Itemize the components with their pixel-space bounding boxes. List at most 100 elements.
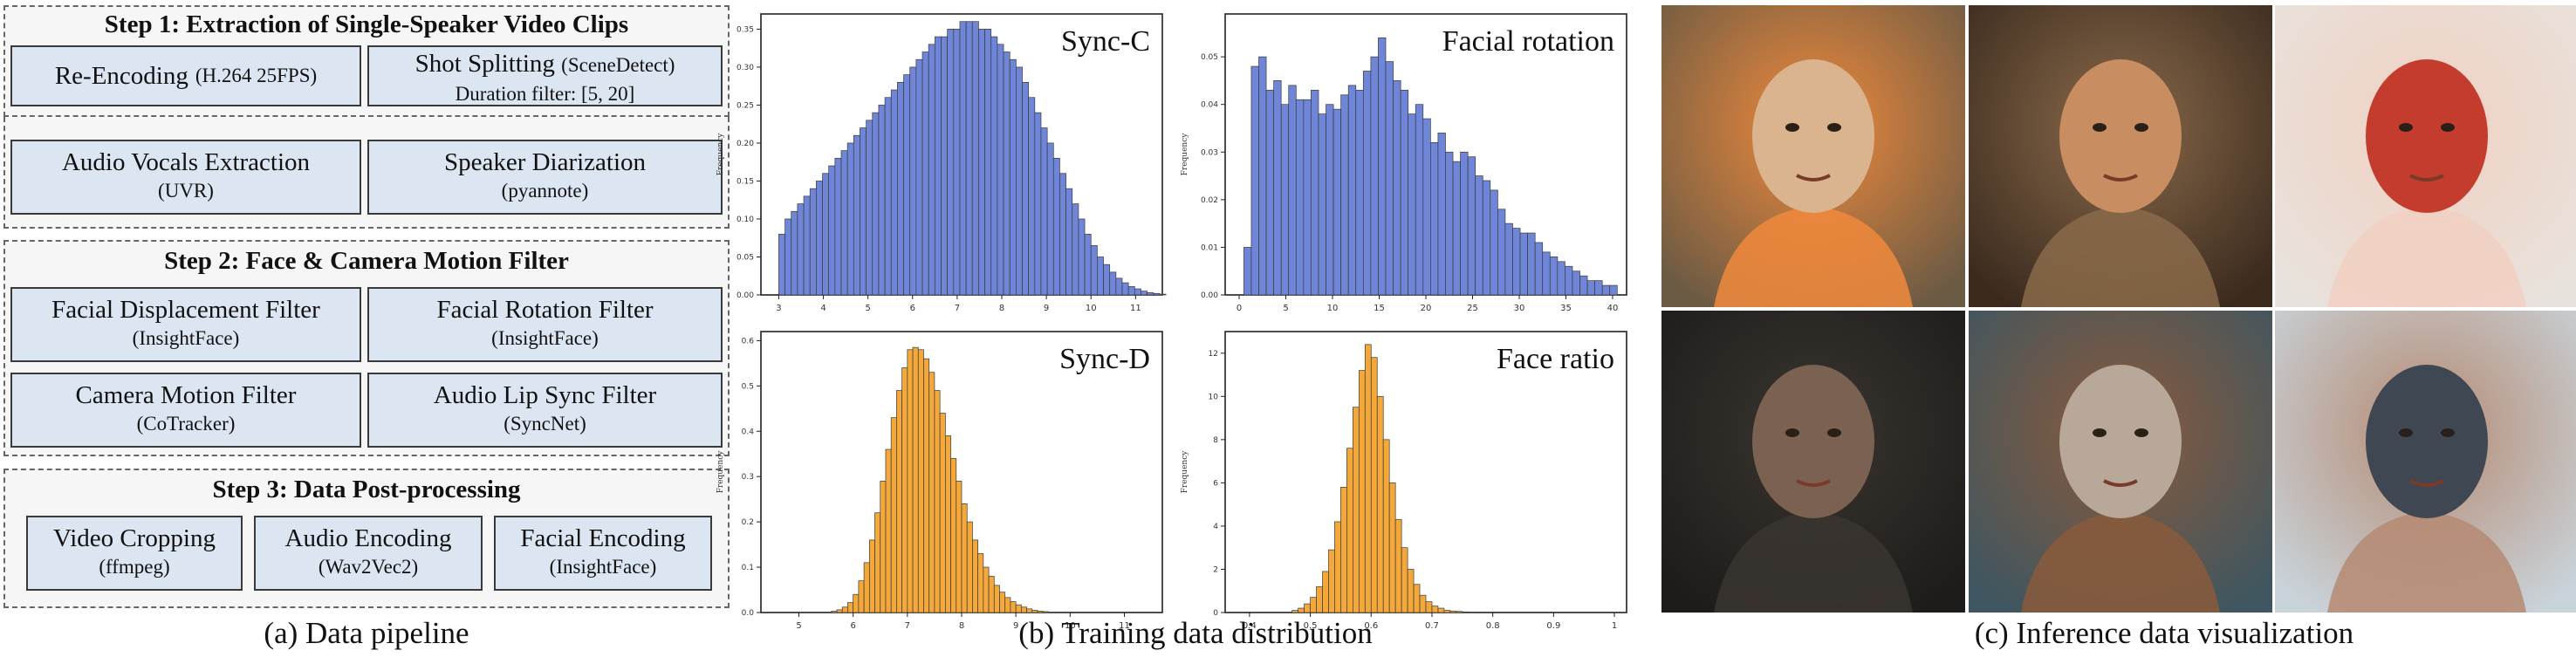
box-main: Video Cropping xyxy=(53,524,216,552)
histogram-bar xyxy=(840,150,848,296)
y-tick-label: 0.1 xyxy=(742,564,754,572)
histogram-bar xyxy=(1084,234,1092,296)
x-tick-label: 6 xyxy=(910,304,915,313)
histogram-bar xyxy=(1078,218,1086,296)
histogram-bar xyxy=(1467,156,1476,296)
histogram-bar xyxy=(1452,161,1461,296)
y-tick-label: 2 xyxy=(1213,565,1218,574)
histogram-bar xyxy=(880,481,887,613)
histogram-bar xyxy=(1273,80,1282,296)
box-sub: (H.264 25FPS) xyxy=(195,65,318,86)
histogram-bar xyxy=(1542,251,1551,296)
histogram-bar xyxy=(1322,571,1329,613)
y-axis-label: Frequency xyxy=(1181,450,1189,494)
y-tick-label: 0.05 xyxy=(1201,53,1218,62)
y-tick-label: 0.04 xyxy=(1201,101,1218,110)
plot-frame xyxy=(760,13,1163,296)
histogram-bar xyxy=(1340,94,1349,296)
histogram-bar xyxy=(961,503,968,613)
histogram-bar xyxy=(909,66,917,296)
histogram-bar xyxy=(1419,594,1427,613)
histogram-bar xyxy=(956,481,963,613)
histogram-bar xyxy=(1353,407,1360,613)
histogram-bar xyxy=(1594,280,1603,296)
dark-haired-woman-photo xyxy=(1661,311,1965,613)
histogram-bar xyxy=(1549,256,1559,296)
histogram-bar xyxy=(983,566,990,613)
histogram-bar xyxy=(1362,71,1372,296)
histogram-bar xyxy=(941,36,948,296)
histogram-bar xyxy=(1028,97,1036,296)
histogram-bar xyxy=(1422,118,1431,296)
histogram-bar xyxy=(939,413,946,613)
box-main: Facial Rotation Filter xyxy=(436,296,654,324)
histogram-bar xyxy=(1009,58,1017,296)
histogram-bar xyxy=(1579,275,1588,296)
histogram-bar xyxy=(874,512,881,613)
histogram-bar xyxy=(1512,228,1521,296)
chart-title: Facial rotation xyxy=(1442,25,1614,58)
histogram-bar xyxy=(1358,370,1366,613)
histogram-bar xyxy=(1413,584,1421,613)
histogram-bar xyxy=(1370,357,1378,613)
histogram-bar xyxy=(1134,288,1141,296)
histogram-bar xyxy=(903,74,911,296)
histogram-bar xyxy=(928,44,935,296)
x-tick-label: 5 xyxy=(796,621,801,631)
histogram-bar xyxy=(884,97,892,296)
histogram-bar xyxy=(1425,601,1433,613)
histogram-bar xyxy=(1456,611,1463,613)
chart-title: Face ratio xyxy=(1497,343,1614,375)
histogram-bar xyxy=(1004,597,1011,613)
histogram-bar xyxy=(1497,209,1506,296)
histogram-bar xyxy=(1328,549,1335,613)
histogram-bar xyxy=(1052,158,1060,296)
histogram-bar xyxy=(878,105,886,296)
histogram-bar xyxy=(1310,597,1317,613)
box-main: Audio Encoding xyxy=(284,524,452,552)
x-tick-label: 1 xyxy=(1612,621,1617,631)
camera-motion-filter-box: Camera Motion Filter (CoTracker) xyxy=(10,373,361,448)
histogram-bar xyxy=(1250,65,1259,296)
histogram-bar xyxy=(1115,277,1123,296)
box-sub: (CoTracker) xyxy=(136,413,236,435)
histogram-bar xyxy=(896,390,902,613)
histogram-bar xyxy=(841,606,848,613)
plot-frame xyxy=(1224,331,1627,613)
histogram-bar xyxy=(1572,270,1580,296)
x-tick-label: 25 xyxy=(1467,304,1478,313)
video-cropping-box: Video Cropping (ffmpeg) xyxy=(26,516,243,591)
histogram-bar xyxy=(1153,292,1161,296)
histogram-bar xyxy=(1034,112,1042,296)
histogram-bar xyxy=(928,372,935,613)
step1-section: Step 1: Extraction of Single-Speaker Vid… xyxy=(3,5,730,117)
x-tick-label: 10 xyxy=(1327,304,1339,313)
y-tick-label: 6 xyxy=(1213,479,1218,488)
y-tick-label: 0.02 xyxy=(1201,196,1218,205)
histogram-bar xyxy=(1072,203,1079,296)
histogram-bar xyxy=(866,120,874,296)
speaker-diarization-box: Speaker Diarization (pyannote) xyxy=(367,140,723,215)
histogram-bar xyxy=(846,142,854,296)
x-tick-label: 9 xyxy=(1044,304,1049,313)
histogram-bar xyxy=(990,36,998,296)
histogram-bar xyxy=(803,195,811,296)
histogram-bar xyxy=(1443,610,1451,613)
histogram-bar xyxy=(1258,56,1267,296)
histogram-bar xyxy=(1065,188,1073,296)
histogram-bar xyxy=(1288,85,1297,296)
y-tick-label: 0.5 xyxy=(742,382,754,391)
y-tick-label: 0.00 xyxy=(1201,291,1218,300)
facial-rotation-filter-box: Facial Rotation Filter (InsightFace) xyxy=(367,287,723,362)
histogram-bar xyxy=(1326,104,1334,296)
y-tick-label: 12 xyxy=(1209,350,1218,359)
histogram-bar xyxy=(971,21,979,296)
histogram-bar xyxy=(1311,89,1319,296)
histogram-bar xyxy=(863,562,870,613)
histogram-bar xyxy=(972,539,978,613)
x-tick-label: 8 xyxy=(999,304,1004,313)
histogram-bar xyxy=(921,51,929,296)
histogram-bar xyxy=(1303,99,1312,296)
y-tick-label: 8 xyxy=(1213,436,1218,445)
x-tick-label: 7 xyxy=(955,304,960,313)
